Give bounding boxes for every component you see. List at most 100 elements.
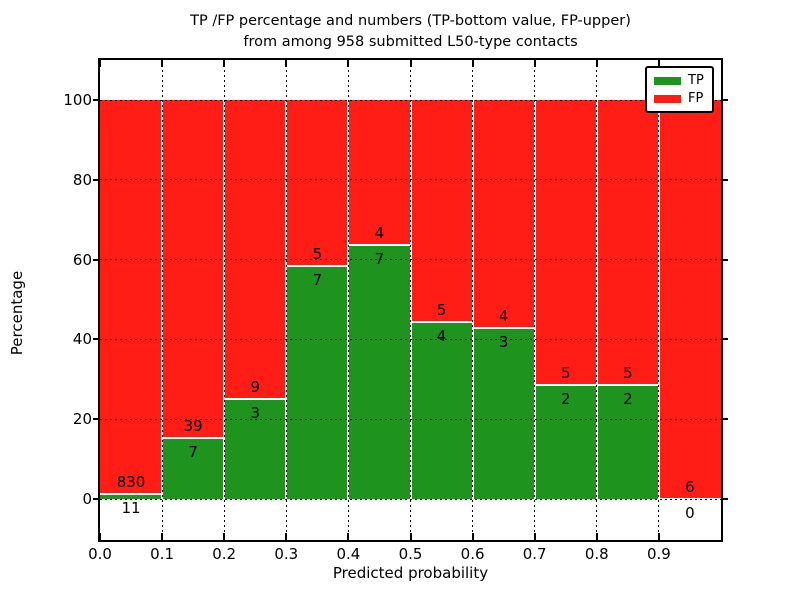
y-tick-left: [93, 498, 100, 500]
y-tick-right: [721, 258, 728, 261]
tp-bar-segment: [348, 245, 411, 499]
fp-bar-segment: [410, 100, 473, 322]
x-tick-bottom: [657, 533, 660, 540]
y-tick-left: [93, 338, 100, 341]
tp-bar-segment: [410, 321, 473, 499]
y-tick-left: [93, 178, 100, 181]
y-tick-right: [721, 178, 728, 181]
v-gridline: [285, 60, 287, 540]
tp-bar-segment: [162, 438, 225, 499]
y-tick-left: [93, 99, 100, 101]
legend-label-tp: TP: [688, 72, 704, 88]
tp-count-label: 7: [188, 443, 198, 462]
fp-bar-segment: [286, 100, 349, 267]
legend-entry-tp: TP: [647, 72, 712, 88]
y-tick-label: 0: [82, 490, 92, 508]
y-tick-right: [721, 99, 728, 101]
v-gridline: [534, 60, 536, 540]
x-tick-top: [223, 60, 226, 67]
x-tick-label: 0.6: [460, 545, 485, 563]
y-tick-left: [93, 418, 100, 421]
bar-edge: [224, 398, 287, 401]
bar-edge: [410, 320, 473, 323]
fp-bar-segment: [348, 100, 411, 246]
tp-count-label: 0: [685, 504, 695, 522]
x-tick-label: 0.0: [88, 545, 112, 563]
y-tick-right: [721, 338, 728, 341]
x-tick-top: [285, 60, 288, 67]
x-tick-bottom: [533, 533, 536, 540]
x-tick-label: 0.1: [150, 545, 175, 563]
x-tick-bottom: [595, 533, 598, 540]
x-tick-top: [161, 60, 164, 67]
tp-count-label: 3: [250, 404, 261, 423]
tp-bar-segment: [472, 328, 535, 499]
fp-count-label: 4: [374, 224, 385, 243]
tp-count-label: 4: [436, 326, 447, 345]
y-tick-label: 20: [72, 410, 92, 429]
tp-bar-segment: [596, 385, 659, 499]
bar-edge: [100, 492, 163, 495]
v-gridline: [161, 60, 163, 540]
tp-count-label: 7: [374, 250, 385, 269]
tp-count-label: 7: [312, 271, 323, 290]
tp-bar-segment: [286, 266, 349, 499]
x-tick-label: 0.4: [336, 545, 361, 563]
x-tick-label: 0.8: [584, 545, 609, 563]
x-tick-label: 0.7: [522, 545, 547, 563]
tp-count-label: 11: [121, 498, 141, 517]
x-tick-label: 0.2: [212, 545, 237, 563]
chart-title: TP /FP percentage and numbers (TP-bottom…: [100, 11, 721, 53]
fp-count-label: 830: [116, 472, 146, 491]
x-tick-top: [595, 60, 598, 67]
fp-bar-segment: [224, 100, 287, 400]
x-tick-bottom: [347, 533, 350, 540]
tp-count-label: 3: [498, 333, 509, 351]
v-gridline: [223, 60, 225, 540]
x-axis-label: Predicted probability: [332, 564, 489, 582]
y-tick-left: [93, 258, 100, 261]
x-tick-bottom: [471, 533, 474, 540]
x-tick-label: 0.9: [646, 545, 671, 563]
y-tick-label: 40: [72, 330, 92, 349]
fp-count-label: 39: [183, 417, 203, 436]
tp-count-label: 2: [560, 390, 571, 408]
x-tick-top: [657, 60, 660, 67]
bar-edge: [472, 327, 535, 329]
legend-label-fp: FP: [688, 90, 704, 106]
tp-bar-segment: [224, 399, 287, 499]
x-tick-top: [471, 60, 474, 67]
fp-count-label: 6: [685, 478, 695, 496]
legend-swatch-tp-icon: [654, 76, 681, 85]
x-tick-top: [99, 60, 101, 67]
y-tick-right: [721, 498, 728, 500]
fp-count-label: 5: [312, 245, 323, 264]
x-tick-bottom: [99, 533, 101, 540]
tp-bar-segment: [100, 493, 163, 499]
fp-count-label: 4: [498, 307, 509, 325]
fp-bar-segment: [534, 100, 597, 385]
x-tick-label: 0.3: [274, 545, 299, 563]
v-gridline: [596, 60, 598, 540]
bar-edge: [534, 384, 597, 386]
tp-bar-segment: [534, 385, 597, 499]
fp-count-label: 5: [436, 300, 447, 319]
v-gridline: [410, 60, 411, 540]
fp-bar-segment: [162, 100, 225, 439]
v-gridline: [347, 60, 349, 540]
chart-title-line1: TP /FP percentage and numbers (TP-bottom…: [190, 13, 631, 29]
v-gridline: [472, 60, 474, 540]
x-tick-top: [533, 60, 536, 67]
fp-bar-segment: [472, 100, 535, 328]
fp-bar-segment: [658, 100, 721, 499]
x-tick-bottom: [285, 533, 288, 540]
y-tick-label: 80: [72, 170, 92, 189]
x-tick-top: [409, 60, 412, 67]
x-tick-label: 0.5: [398, 545, 423, 563]
chart-title-line2: from among 958 submitted L50-type contac…: [243, 34, 578, 50]
fp-count-label: 5: [623, 364, 633, 382]
bar-edge: [348, 244, 411, 247]
y-axis-label: Percentage: [8, 270, 26, 356]
y-tick-label: 100: [63, 91, 92, 109]
fp-count-label: 5: [560, 364, 571, 382]
